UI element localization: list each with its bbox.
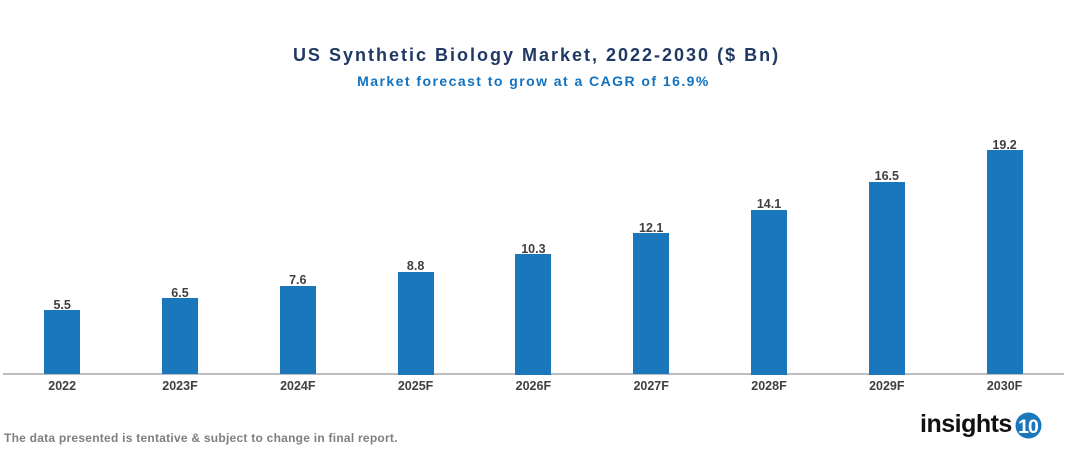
svg-text:insights: insights xyxy=(920,410,1012,438)
svg-text:10: 10 xyxy=(1018,416,1039,438)
